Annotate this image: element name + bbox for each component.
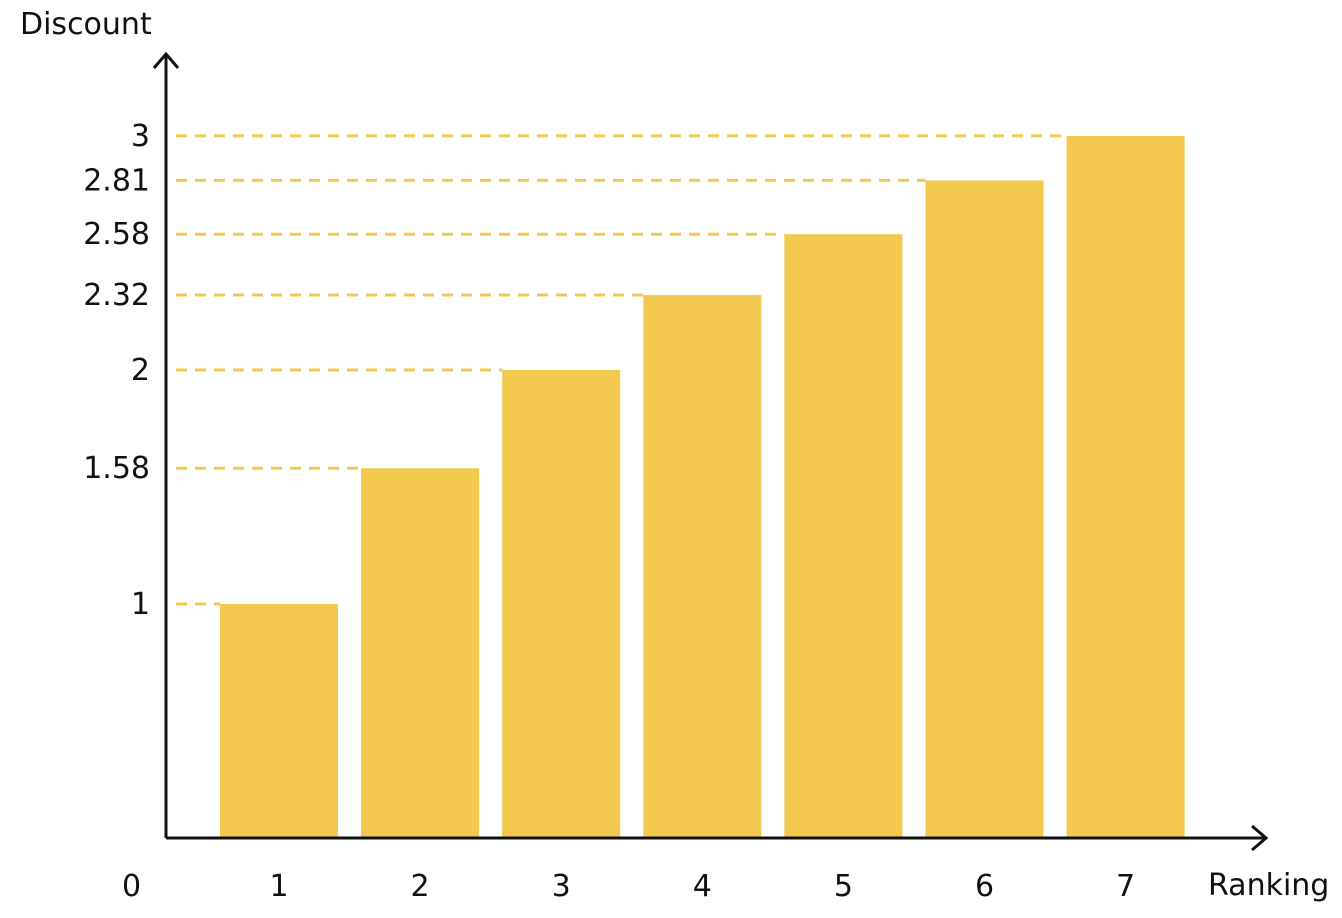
y-tick-label: 1: [131, 587, 150, 622]
y-tick-label: 2: [131, 353, 150, 388]
x-tick-label: 6: [975, 869, 994, 904]
x-axis-arrow: [1251, 824, 1269, 852]
origin-label: 0: [122, 869, 141, 904]
x-tick-label: 2: [411, 869, 430, 904]
y-axis-title: Discount: [20, 7, 152, 42]
guide-lines: [176, 134, 1067, 606]
x-tick-label: 7: [1116, 869, 1135, 904]
y-tick-label: 2.32: [83, 278, 150, 313]
y-tick-label: 1.58: [83, 451, 150, 486]
y-tick-label: 2.81: [83, 163, 150, 198]
bar: [502, 369, 621, 838]
y-tick-label: 3: [131, 119, 150, 154]
y-axis-arrow: [152, 51, 180, 69]
y-tick-labels: 1 1.58 2 2.32 2.58 2.81 3: [83, 119, 150, 622]
bar: [784, 234, 903, 838]
bars: [220, 135, 1185, 839]
x-tick-label: 1: [269, 869, 288, 904]
bar: [361, 468, 480, 838]
x-tick-label: 3: [552, 869, 571, 904]
axes: [152, 51, 1269, 852]
bar: [643, 295, 762, 838]
bar: [925, 180, 1044, 839]
x-axis-title: Ranking: [1208, 868, 1329, 903]
y-tick-label: 2.58: [83, 217, 150, 252]
bar: [220, 603, 338, 838]
x-tick-labels: 1 2 3 4 5 6 7: [269, 869, 1135, 904]
x-tick-label: 4: [693, 869, 712, 904]
x-tick-label: 5: [834, 869, 853, 904]
bar: [1066, 135, 1185, 838]
